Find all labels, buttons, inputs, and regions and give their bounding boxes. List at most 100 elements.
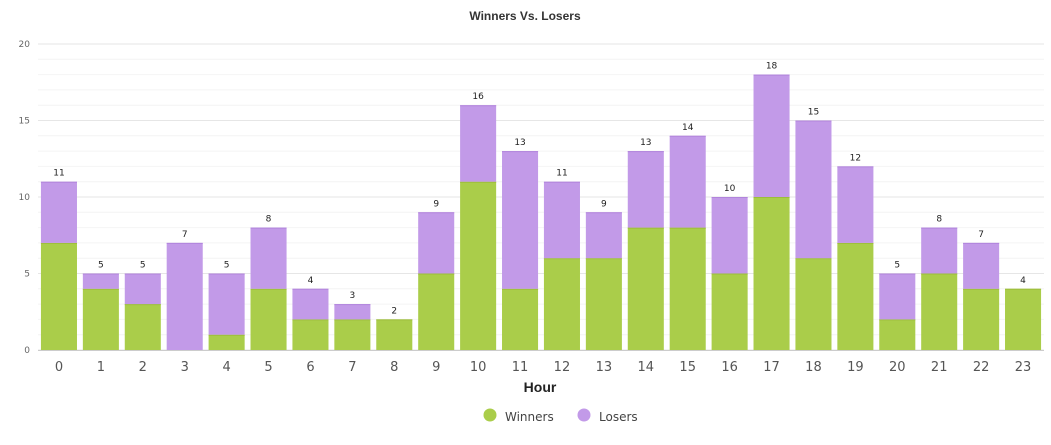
data-label-total: 2 bbox=[391, 306, 397, 316]
bar-winners-19[interactable] bbox=[837, 242, 874, 350]
x-tick-label: 5 bbox=[264, 360, 272, 375]
bar-losers-7[interactable] bbox=[334, 304, 371, 320]
bar-losers-13[interactable] bbox=[585, 212, 622, 259]
bar-losers-17[interactable] bbox=[753, 74, 790, 197]
bar-losers-6[interactable] bbox=[292, 288, 329, 320]
bar-winners-6[interactable] bbox=[292, 319, 329, 350]
legend-item-winners[interactable]: Winners bbox=[483, 408, 554, 425]
x-tick-label: 11 bbox=[512, 360, 529, 375]
legend-marker bbox=[483, 408, 497, 422]
data-label-total: 10 bbox=[724, 184, 736, 194]
x-tick-label: 1 bbox=[97, 360, 105, 375]
bar-losers-3[interactable] bbox=[166, 242, 203, 350]
data-label-total: 15 bbox=[808, 108, 819, 118]
legend-item-losers[interactable]: Losers bbox=[577, 408, 638, 425]
bar-winners-22[interactable] bbox=[963, 288, 1000, 350]
bar-losers-22[interactable] bbox=[963, 242, 1000, 289]
bar-winners-20[interactable] bbox=[879, 319, 916, 350]
bars bbox=[40, 74, 1042, 351]
bar-winners-14[interactable] bbox=[627, 227, 664, 350]
bar-winners-0[interactable] bbox=[40, 242, 77, 350]
chart-title: Winners Vs. Losers bbox=[469, 9, 581, 23]
bar-winners-13[interactable] bbox=[585, 258, 622, 350]
legend-marker bbox=[577, 408, 591, 422]
y-tick-label: 15 bbox=[19, 117, 30, 127]
data-label-total: 5 bbox=[224, 261, 230, 271]
bar-winners-2[interactable] bbox=[124, 304, 161, 350]
bar-losers-16[interactable] bbox=[711, 197, 748, 274]
data-label-total: 5 bbox=[98, 261, 104, 271]
bar-winners-9[interactable] bbox=[418, 273, 455, 351]
x-tick-label: 12 bbox=[554, 360, 571, 375]
bar-winners-7[interactable] bbox=[334, 319, 371, 350]
data-label-total: 11 bbox=[53, 169, 64, 179]
data-label-total: 7 bbox=[182, 230, 188, 240]
bar-losers-21[interactable] bbox=[921, 227, 958, 274]
data-label-total: 14 bbox=[682, 123, 694, 133]
bar-losers-12[interactable] bbox=[543, 181, 580, 259]
legend[interactable]: Winners Losers bbox=[483, 408, 638, 425]
bar-winners-23[interactable] bbox=[1005, 288, 1042, 350]
bar-winners-16[interactable] bbox=[711, 273, 748, 351]
data-label-total: 4 bbox=[308, 276, 314, 286]
x-tick-label: 13 bbox=[596, 360, 613, 375]
x-tick-label: 15 bbox=[679, 360, 696, 375]
data-label-total: 11 bbox=[556, 169, 567, 179]
data-label-total: 16 bbox=[472, 92, 484, 102]
x-tick-label: 2 bbox=[139, 360, 147, 375]
bar-winners-18[interactable] bbox=[795, 258, 832, 350]
bar-winners-4[interactable] bbox=[208, 334, 245, 350]
bar-losers-2[interactable] bbox=[124, 273, 161, 305]
x-tick-label: 4 bbox=[222, 360, 230, 375]
data-label-total: 9 bbox=[601, 199, 607, 209]
x-tick-label: 0 bbox=[55, 360, 63, 375]
x-tick-label: 17 bbox=[763, 360, 780, 375]
data-label-total: 7 bbox=[978, 230, 984, 240]
bar-losers-18[interactable] bbox=[795, 120, 832, 259]
bar-winners-11[interactable] bbox=[502, 288, 539, 350]
bar-losers-4[interactable] bbox=[208, 273, 245, 335]
bar-losers-9[interactable] bbox=[418, 212, 455, 274]
bar-losers-1[interactable] bbox=[82, 273, 119, 289]
bar-losers-14[interactable] bbox=[627, 151, 664, 228]
bar-winners-12[interactable] bbox=[543, 258, 580, 350]
bar-losers-15[interactable] bbox=[669, 135, 706, 228]
bar-winners-21[interactable] bbox=[921, 273, 958, 351]
gridlines bbox=[38, 43, 1044, 351]
data-label-total: 13 bbox=[640, 138, 651, 148]
x-tick-label: 7 bbox=[348, 360, 356, 375]
bar-winners-5[interactable] bbox=[250, 288, 287, 350]
bar-winners-1[interactable] bbox=[82, 288, 119, 350]
data-label-total: 3 bbox=[350, 291, 356, 301]
x-tick-label: 20 bbox=[889, 360, 906, 375]
data-label-total: 9 bbox=[433, 199, 439, 209]
bar-losers-10[interactable] bbox=[460, 105, 497, 182]
bar-losers-5[interactable] bbox=[250, 227, 287, 289]
bar-losers-20[interactable] bbox=[879, 273, 916, 320]
bar-winners-15[interactable] bbox=[669, 227, 706, 350]
x-tick-label: 21 bbox=[931, 360, 948, 375]
legend-label: Losers bbox=[599, 410, 638, 424]
x-tick-label: 16 bbox=[721, 360, 738, 375]
x-tick-label: 6 bbox=[306, 360, 314, 375]
bar-losers-19[interactable] bbox=[837, 166, 874, 243]
data-label-total: 8 bbox=[266, 215, 272, 225]
x-tick-label: 18 bbox=[805, 360, 822, 375]
x-axis-ticks: 0 1 2 3 4 5 6 7 8 9 10 11 12 13 14 15 16 17 18 19 20 21 22 23 bbox=[55, 360, 1031, 375]
bar-winners-8[interactable] bbox=[376, 319, 413, 350]
x-tick-label: 8 bbox=[390, 360, 398, 375]
x-tick-label: 10 bbox=[470, 360, 487, 375]
x-tick-label: 9 bbox=[432, 360, 440, 375]
data-label-total: 4 bbox=[1020, 276, 1026, 286]
bar-losers-11[interactable] bbox=[502, 151, 539, 289]
y-tick-label: 10 bbox=[19, 193, 31, 203]
x-tick-label: 3 bbox=[181, 360, 189, 375]
legend-label: Winners bbox=[505, 410, 554, 424]
bar-losers-0[interactable] bbox=[40, 181, 77, 243]
data-label-total: 8 bbox=[936, 215, 942, 225]
bar-winners-17[interactable] bbox=[753, 197, 790, 350]
bar-winners-10[interactable] bbox=[460, 181, 497, 350]
x-tick-label: 23 bbox=[1015, 360, 1032, 375]
data-label-total: 18 bbox=[766, 62, 778, 72]
